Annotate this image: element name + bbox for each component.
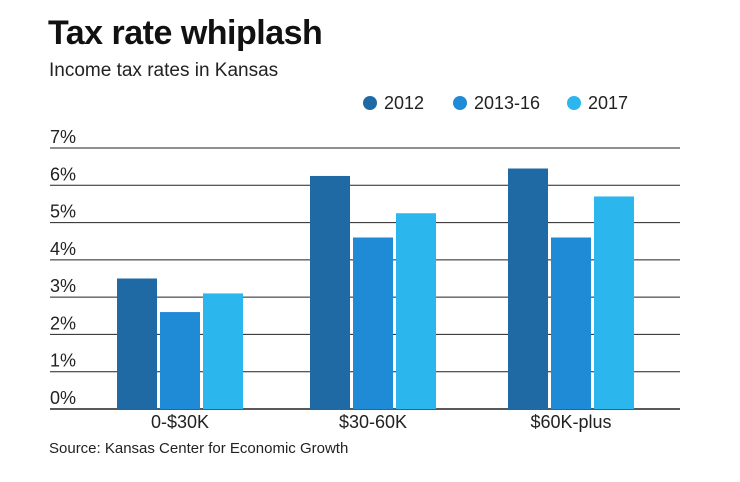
y-tick-label: 2% — [50, 313, 76, 333]
chart-title: Tax rate whiplash — [48, 14, 323, 52]
x-tick-label: 0-$30K — [151, 412, 209, 432]
legend-marker — [453, 96, 467, 110]
x-axis-ticks: 0-$30K $30-60K $60K-plus — [151, 412, 612, 432]
bars — [117, 168, 634, 409]
y-tick-label: 1% — [50, 351, 76, 371]
bar-2012-0 — [117, 278, 157, 409]
bar-2013-16-1 — [353, 237, 393, 409]
chart-subtitle: Income tax rates in Kansas — [49, 60, 279, 81]
bar-2012-1 — [310, 175, 350, 409]
legend-label: 2017 — [588, 93, 628, 113]
bar-2017-2 — [594, 196, 634, 409]
y-tick-label: 5% — [50, 202, 76, 222]
y-tick-label: 3% — [50, 276, 76, 296]
x-tick-label: $60K-plus — [530, 412, 611, 432]
legend: 2012 2013-16 2017 — [363, 93, 628, 113]
y-tick-label: 7% — [50, 127, 76, 147]
y-tick-label: 4% — [50, 239, 76, 259]
legend-marker — [567, 96, 581, 110]
y-tick-label: 6% — [50, 164, 76, 184]
legend-marker — [363, 96, 377, 110]
y-axis-ticks: 0% 1% 2% 3% 4% 5% 6% 7% — [50, 127, 76, 408]
bar-2017-0 — [203, 293, 243, 409]
legend-label: 2012 — [384, 93, 424, 113]
x-tick-label: $30-60K — [339, 412, 407, 432]
y-tick-label: 0% — [50, 388, 76, 408]
legend-label: 2013-16 — [474, 93, 540, 113]
bar-2012-2 — [508, 168, 548, 409]
source-note: Source: Kansas Center for Economic Growt… — [49, 440, 349, 457]
bar-2013-16-0 — [160, 312, 200, 409]
bar-2013-16-2 — [551, 237, 591, 409]
bar-2017-1 — [396, 213, 436, 409]
